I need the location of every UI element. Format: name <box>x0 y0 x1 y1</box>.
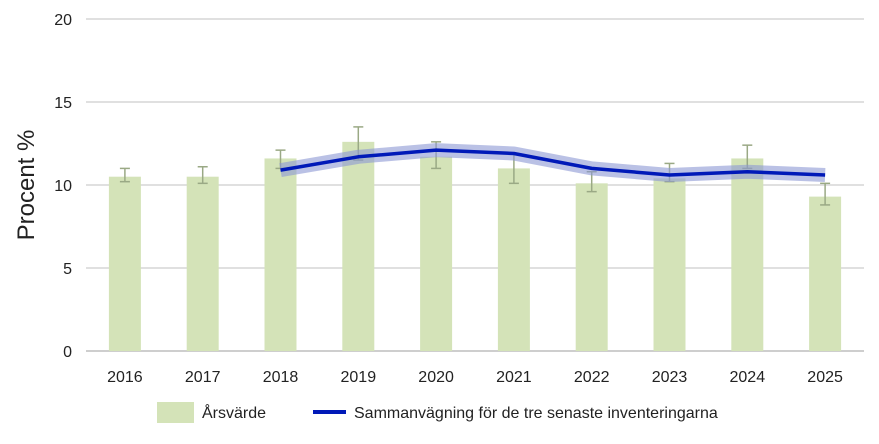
legend-label-line: Sammanvägning för de tre senaste invente… <box>354 405 718 422</box>
bar-2020 <box>420 157 452 351</box>
bar-2017 <box>187 177 219 351</box>
x-tick-label: 2020 <box>418 369 454 386</box>
y-axis-label: Procent % <box>13 130 40 241</box>
y-tick-label: 5 <box>63 261 72 278</box>
bar-2022 <box>576 183 608 351</box>
x-tick-label: 2021 <box>496 369 532 386</box>
bar-2023 <box>654 178 686 351</box>
bar-2018 <box>265 158 297 351</box>
legend-swatch-bar <box>157 402 194 423</box>
x-tick-label: 2018 <box>263 369 299 386</box>
x-tick-label: 2024 <box>730 369 766 386</box>
y-tick-label: 15 <box>54 95 72 112</box>
bar-2019 <box>342 142 374 351</box>
bar-2024 <box>731 158 763 351</box>
y-tick-labels: 0 5 10 15 20 <box>54 12 72 361</box>
legend-swatch-line <box>313 410 346 414</box>
x-tick-label: 2016 <box>107 369 143 386</box>
legend: Årsvärde Sammanvägning för de tre senast… <box>157 402 718 423</box>
x-tick-label: 2022 <box>574 369 610 386</box>
bar-2016 <box>109 177 141 351</box>
y-tick-label: 20 <box>54 12 72 29</box>
x-tick-label: 2017 <box>185 369 221 386</box>
bar-2025 <box>809 197 841 351</box>
x-tick-label: 2019 <box>341 369 377 386</box>
x-tick-label: 2025 <box>807 369 843 386</box>
bar-2021 <box>498 168 530 351</box>
legend-label-bar: Årsvärde <box>202 403 266 422</box>
x-tick-label: 2023 <box>652 369 688 386</box>
y-tick-label: 0 <box>63 344 72 361</box>
y-tick-label: 10 <box>54 178 72 195</box>
x-tick-labels: 2016 2017 2018 2019 2020 2021 2022 2023 2024 2025 <box>107 369 843 386</box>
